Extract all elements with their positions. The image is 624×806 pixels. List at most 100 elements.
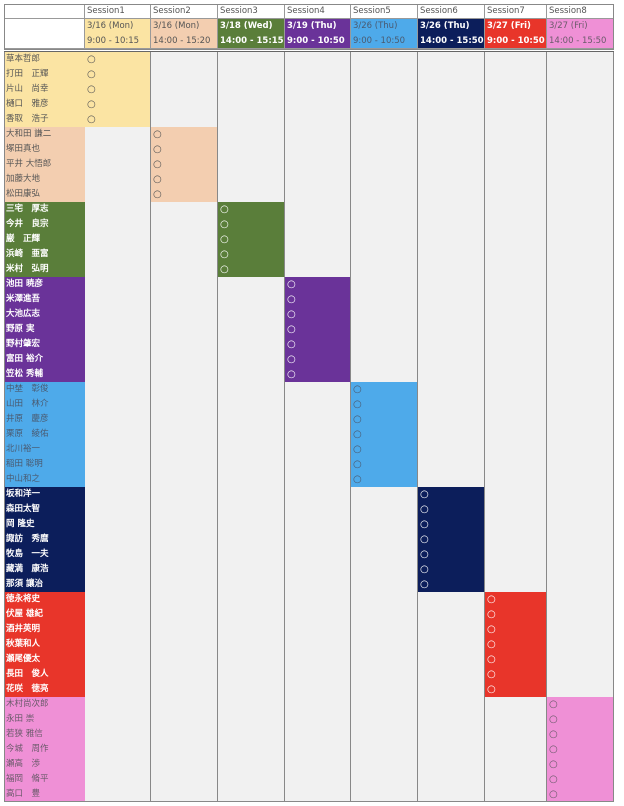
header-corner [4,4,85,19]
session-label[interactable]: Session6 [418,4,485,19]
session-time: 14:00 - 15:50 [418,34,485,49]
attendance-mark[interactable]: ○ [287,354,296,365]
attendance-mark[interactable]: ○ [487,624,496,635]
session-label[interactable]: Session4 [285,4,351,19]
member-name: 諏訪 秀麿 [4,532,85,547]
attendance-mark[interactable]: ○ [287,339,296,350]
member-name: 瀬高 渉 [4,757,85,772]
attendance-mark[interactable]: ○ [420,579,429,590]
session-label[interactable]: Session3 [218,4,285,19]
attendance-mark[interactable]: ○ [487,594,496,605]
attendance-mark[interactable]: ○ [153,129,162,140]
member-name: 打田 正輝 [4,67,85,82]
session-column-bg [418,52,485,802]
attendance-mark[interactable]: ○ [353,384,362,395]
member-name: 今井 良宗 [4,217,85,232]
member-name: 若狭 雅信 [4,727,85,742]
attendance-mark[interactable]: ○ [420,534,429,545]
attendance-mark[interactable]: ○ [353,474,362,485]
member-name: 花咲 徳亮 [4,682,85,697]
attendance-mark[interactable]: ○ [87,99,96,110]
attendance-mark[interactable]: ○ [87,114,96,125]
attendance-mark[interactable]: ○ [487,684,496,695]
attendance-mark[interactable]: ○ [87,69,96,80]
member-name: 岡 隆史 [4,517,85,532]
member-name: 徳永将史 [4,592,85,607]
attendance-mark[interactable]: ○ [420,519,429,530]
attendance-mark[interactable]: ○ [153,144,162,155]
member-name: 森田太智 [4,502,85,517]
header-divider [4,49,614,52]
member-name: 池田 暁彦 [4,277,85,292]
attendance-mark[interactable]: ○ [549,714,558,725]
attendance-mark[interactable]: ○ [87,84,96,95]
attendance-mark[interactable]: ○ [420,564,429,575]
attendance-mark[interactable]: ○ [353,429,362,440]
attendance-mark[interactable]: ○ [153,174,162,185]
session-label[interactable]: Session5 [351,4,418,19]
member-name: 香取 浩子 [4,112,85,127]
member-name: 中埜 彰俊 [4,382,85,397]
member-name: 今城 周作 [4,742,85,757]
attendance-mark[interactable]: ○ [487,654,496,665]
attendance-mark[interactable]: ○ [287,369,296,380]
attendance-mark[interactable]: ○ [420,504,429,515]
session-label[interactable]: Session8 [547,4,614,19]
member-name: 木村尚次郎 [4,697,85,712]
attendance-mark[interactable]: ○ [220,249,229,260]
attendance-mark[interactable]: ○ [353,414,362,425]
attendance-mark[interactable]: ○ [353,459,362,470]
attendance-mark[interactable]: ○ [287,324,296,335]
attendance-mark[interactable]: ○ [420,489,429,500]
member-name: 藏満 康浩 [4,562,85,577]
member-name: 牧島 一夫 [4,547,85,562]
session-attendance-block [151,127,218,202]
member-name: 中山和之 [4,472,85,487]
member-name: 坂和洋一 [4,487,85,502]
session-column-bg [85,52,151,802]
member-name: 永田 崇 [4,712,85,727]
attendance-mark[interactable]: ○ [549,789,558,800]
session-label[interactable]: Session2 [151,4,218,19]
attendance-mark[interactable]: ○ [220,264,229,275]
attendance-mark[interactable]: ○ [549,729,558,740]
attendance-mark[interactable]: ○ [353,399,362,410]
member-name: 野原 実 [4,322,85,337]
member-name: 長田 俊人 [4,667,85,682]
attendance-mark[interactable]: ○ [87,54,96,65]
attendance-mark[interactable]: ○ [487,639,496,650]
member-name: 那須 讓治 [4,577,85,592]
member-name: 三宅 厚志 [4,202,85,217]
member-name: 野村肇宏 [4,337,85,352]
attendance-mark[interactable]: ○ [549,744,558,755]
member-name: 山田 林介 [4,397,85,412]
attendance-mark[interactable]: ○ [153,159,162,170]
attendance-mark[interactable]: ○ [549,774,558,785]
session-label[interactable]: Session1 [85,4,151,19]
session-attendance-block [85,52,151,127]
session-time: 14:00 - 15:15 [218,34,285,49]
attendance-mark[interactable]: ○ [353,444,362,455]
member-name: 栗原 綾佑 [4,427,85,442]
attendance-mark[interactable]: ○ [420,549,429,560]
attendance-mark[interactable]: ○ [220,204,229,215]
member-name: 草本哲郎 [4,52,85,67]
attendance-mark[interactable]: ○ [220,234,229,245]
attendance-mark[interactable]: ○ [220,219,229,230]
attendance-mark[interactable]: ○ [549,699,558,710]
session-date: 3/18 (Wed) [218,19,285,34]
session-label[interactable]: Session7 [485,4,547,19]
member-name: 福岡 脩平 [4,772,85,787]
session-time: 9:00 - 10:15 [85,34,151,49]
attendance-mark[interactable]: ○ [287,279,296,290]
member-name: 伏屋 雄紀 [4,607,85,622]
attendance-mark[interactable]: ○ [549,759,558,770]
attendance-mark[interactable]: ○ [153,189,162,200]
attendance-mark[interactable]: ○ [487,609,496,620]
attendance-mark[interactable]: ○ [287,294,296,305]
attendance-mark[interactable]: ○ [487,669,496,680]
attendance-mark[interactable]: ○ [287,309,296,320]
session-time: 14:00 - 15:50 [547,34,614,49]
member-name: 大池広志 [4,307,85,322]
member-name: 浜崎 亜富 [4,247,85,262]
